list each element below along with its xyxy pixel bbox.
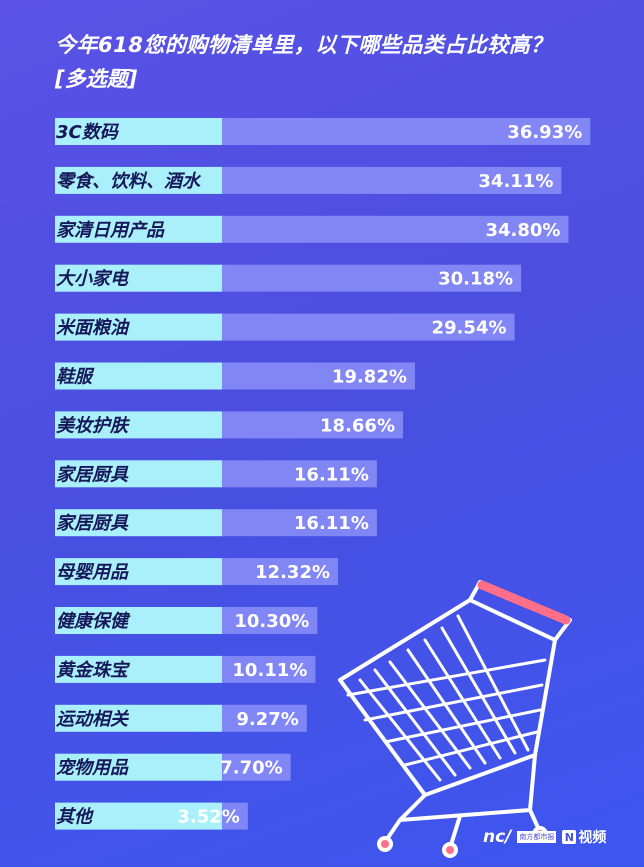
value-label-2: 34.80%: [485, 220, 560, 241]
category-label-bg-11: [55, 655, 222, 683]
bar-2: [222, 215, 569, 243]
value-label-5: 19.82%: [332, 367, 407, 388]
category-label-10: 健康保健: [56, 611, 131, 632]
value-label-14: 3.52%: [177, 807, 239, 828]
category-label-bg-10: [55, 607, 222, 634]
category-label-6: 美妆护肤: [56, 415, 131, 436]
category-label-0: 3C数码: [56, 122, 120, 143]
category-label-bg-13: [55, 753, 222, 781]
category-label-bg-8: [55, 509, 222, 537]
value-label-13: 7.70%: [220, 758, 282, 779]
bar-1: [222, 166, 562, 194]
value-label-11: 10.11%: [232, 660, 307, 681]
chart-subtitle: [多选题]: [55, 67, 138, 91]
category-label-9: 母婴用品: [56, 562, 129, 583]
value-label-0: 36.93%: [507, 122, 582, 143]
bar-3: [222, 264, 522, 292]
category-label-14: 其他: [56, 807, 94, 828]
shopping-cart-icon: [338, 580, 572, 858]
category-label-7: 家居厨具: [56, 464, 129, 485]
bar-8: [222, 509, 377, 537]
value-label-10: 10.30%: [234, 611, 309, 632]
bar-12: [222, 704, 307, 732]
value-label-12: 9.27%: [236, 709, 298, 730]
n-video-icon: N: [562, 830, 577, 844]
category-label-bg-7: [55, 460, 222, 488]
category-label-1: 零食、饮料、酒水: [56, 171, 202, 192]
value-label-1: 34.11%: [478, 171, 553, 192]
value-label-6: 18.66%: [320, 415, 395, 436]
chart-title: 今年618您的购物清单里，以下哪些品类占比较高？: [55, 33, 552, 57]
nandu-logo: nc/: [483, 827, 512, 847]
value-label-4: 29.54%: [432, 318, 507, 339]
category-label-8: 家居厨具: [56, 513, 129, 534]
n-video-label: 视频: [578, 830, 607, 846]
category-label-12: 运动相关: [56, 709, 130, 730]
category-label-bg-9: [55, 558, 222, 586]
category-label-bg-2: [55, 215, 222, 243]
value-label-3: 30.18%: [438, 269, 513, 290]
bar-7: [222, 460, 377, 488]
value-label-9: 12.32%: [255, 562, 330, 583]
bar-10: [222, 607, 318, 634]
bar-11: [222, 655, 316, 683]
value-label-7: 16.11%: [294, 464, 369, 485]
category-label-bg-6: [55, 411, 222, 439]
category-label-13: 宠物用品: [56, 758, 129, 779]
category-label-4: 米面粮油: [56, 318, 130, 339]
category-label-bg-4: [55, 313, 222, 341]
value-label-8: 16.11%: [294, 513, 369, 534]
category-label-bg-1: [55, 166, 222, 194]
bar-0: [222, 118, 591, 145]
category-label-3: 大小家电: [56, 269, 130, 290]
category-label-bg-14: [55, 802, 222, 830]
category-label-bg-3: [55, 264, 222, 292]
bar-9: [222, 558, 339, 586]
brand-logos: nc/ 南方都市报 N 视频: [483, 826, 606, 848]
bar-6: [222, 411, 404, 439]
category-label-bg-12: [55, 704, 222, 732]
category-label-11: 黄金珠宝: [56, 660, 131, 681]
n-video-logo: N 视频: [562, 827, 606, 847]
bar-5: [222, 362, 415, 390]
bar-13: [222, 753, 291, 781]
nandu-logo-box: 南方都市报: [517, 831, 557, 843]
category-label-bg-5: [55, 362, 222, 390]
bar-4: [222, 313, 515, 341]
bar-14: [222, 802, 248, 830]
category-label-bg-0: [55, 118, 222, 145]
category-label-2: 家清日用产品: [56, 220, 165, 241]
category-label-5: 鞋服: [56, 367, 95, 388]
